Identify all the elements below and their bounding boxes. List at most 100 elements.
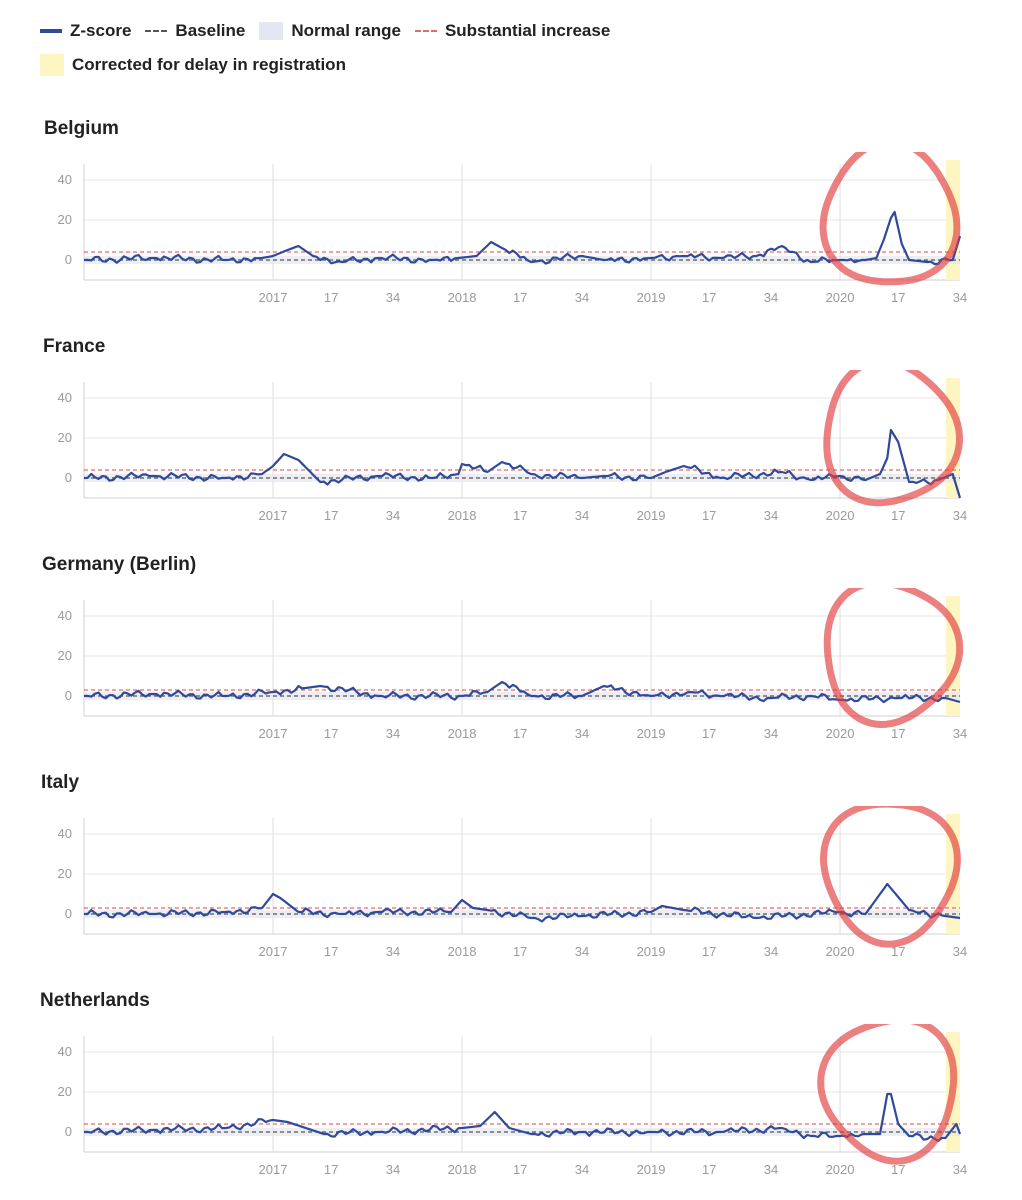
chart-panel-italy: Italy 40 20 0 2017 17 34 2018 17 34 2019 17 34 2020 1… [0,772,1022,972]
x-tick-label: 2017 [259,290,288,305]
x-tick-label: 17 [324,290,338,305]
x-tick-label: 34 [764,726,778,741]
x-tick-label: 2017 [259,508,288,523]
x-tick-label: 17 [891,726,905,741]
y-tick-label: 20 [58,648,72,663]
x-tick-label: 17 [513,726,527,741]
x-tick-label: 2020 [826,944,855,959]
legend-swatch-baseline [145,30,168,32]
chart-panel-germany: Germany (Berlin) 40 20 0 2017 17 34 2018 17 34 20… [0,554,1022,754]
x-tick-label: 17 [891,944,905,959]
legend-item-delay-correction: Corrected for delay in registration [40,54,346,76]
chart-title: Netherlands [40,990,150,1011]
y-tick-label: 20 [58,430,72,445]
x-tick-label: 17 [324,1162,338,1177]
legend-swatch-zscore [40,29,62,33]
x-tick-label: 34 [575,1162,589,1177]
legend-item-zscore: Z-score [40,21,131,41]
x-tick-label: 17 [324,726,338,741]
legend-swatch-delay-correction [40,54,64,76]
chart-panel-netherlands: Netherlands 40 20 0 2017 17 34 2018 17 34 2019 17 3… [0,990,1022,1190]
x-tick-label: 2019 [637,508,666,523]
chart-plot-germany: 40 20 0 2017 17 34 2018 17 34 2019 17 34 2020 17 34 [58,588,967,741]
x-tick-label: 17 [513,290,527,305]
x-tick-label: 34 [575,508,589,523]
chart-plot-italy: 40 20 0 2017 17 34 2018 17 34 2019 17 34 2020 17 34 [58,806,967,959]
legend-item-baseline: Baseline [145,21,245,41]
x-tick-label: 34 [575,290,589,305]
y-tick-label: 40 [58,172,72,187]
x-tick-label: 17 [702,290,716,305]
zscore-line [83,428,962,499]
x-tick-label: 34 [953,1162,967,1177]
highlight-circle [817,1024,958,1165]
chart-panel-france: France 40 20 0 2017 17 34 2018 17 34 2019 17 34 2020… [0,336,1022,536]
x-tick-label: 34 [386,726,400,741]
x-tick-label: 17 [324,508,338,523]
highlight-circle [820,806,961,948]
x-tick-label: 2020 [826,726,855,741]
chart-plot-netherlands: 40 20 0 2017 17 34 2018 17 34 2019 17 34 2020 17 34 [58,1024,967,1177]
legend-label-delay-correction: Corrected for delay in registration [72,55,346,74]
x-tick-label: 34 [575,726,589,741]
x-tick-label: 17 [513,508,527,523]
x-tick-label: 2018 [448,944,477,959]
x-tick-label: 2019 [637,1162,666,1177]
y-tick-label: 0 [65,252,72,267]
x-tick-label: 2018 [448,726,477,741]
x-tick-label: 17 [702,944,716,959]
x-tick-label: 34 [386,944,400,959]
x-tick-label: 2019 [637,944,666,959]
x-tick-label: 34 [764,290,778,305]
zscore-line [83,1092,962,1142]
x-tick-label: 2018 [448,508,477,523]
x-tick-label: 17 [513,1162,527,1177]
x-tick-label: 17 [702,726,716,741]
x-tick-label: 2019 [637,726,666,741]
x-tick-label: 2020 [826,508,855,523]
chart-legend: Z-score Baseline Normal range Substantia… [40,14,1000,82]
x-tick-label: 34 [764,944,778,959]
x-tick-label: 2017 [259,1162,288,1177]
chart-plot-belgium: 40 20 0 2017 17 34 2018 17 34 2019 17 34 2020 17 34 [58,152,967,305]
y-tick-label: 0 [65,470,72,485]
highlight-circle [819,152,961,286]
x-tick-label: 34 [764,508,778,523]
x-tick-label: 17 [891,290,905,305]
zscore-line [84,882,961,923]
zscore-line [83,210,962,266]
y-tick-label: 20 [58,1084,72,1099]
legend-item-normal-range: Normal range [259,21,401,41]
chart-title: Belgium [44,118,119,139]
x-tick-label: 34 [764,1162,778,1177]
x-tick-label: 34 [953,726,967,741]
y-tick-label: 20 [58,866,72,881]
x-tick-label: 34 [953,508,967,523]
x-tick-label: 17 [891,1162,905,1177]
x-tick-label: 34 [386,508,400,523]
highlight-circle [823,588,964,728]
x-tick-label: 17 [513,944,527,959]
y-tick-label: 0 [65,688,72,703]
x-tick-label: 2018 [448,1162,477,1177]
x-tick-label: 17 [702,508,716,523]
chart-panel-belgium: Belgium 40 20 0 2017 17 34 2018 17 34 2019 17 34 202… [0,118,1022,318]
y-tick-label: 0 [65,906,72,921]
y-tick-label: 0 [65,1124,72,1139]
legend-swatch-substantial-increase [414,30,437,32]
legend-item-substantial-increase: Substantial increase [414,21,611,41]
legend-swatch-normal-range [259,22,284,40]
legend-label-baseline: Baseline [175,21,246,40]
legend-label-substantial-increase: Substantial increase [444,21,611,40]
x-tick-label: 34 [953,290,967,305]
x-tick-label: 34 [953,944,967,959]
highlight-circle [823,370,963,507]
x-tick-label: 17 [891,508,905,523]
y-tick-label: 40 [58,1044,72,1059]
x-tick-label: 34 [386,290,400,305]
chart-title: Italy [41,772,80,793]
x-tick-label: 2019 [637,290,666,305]
y-tick-label: 40 [58,608,72,623]
y-tick-label: 20 [58,212,72,227]
chart-title: Germany (Berlin) [42,554,197,575]
